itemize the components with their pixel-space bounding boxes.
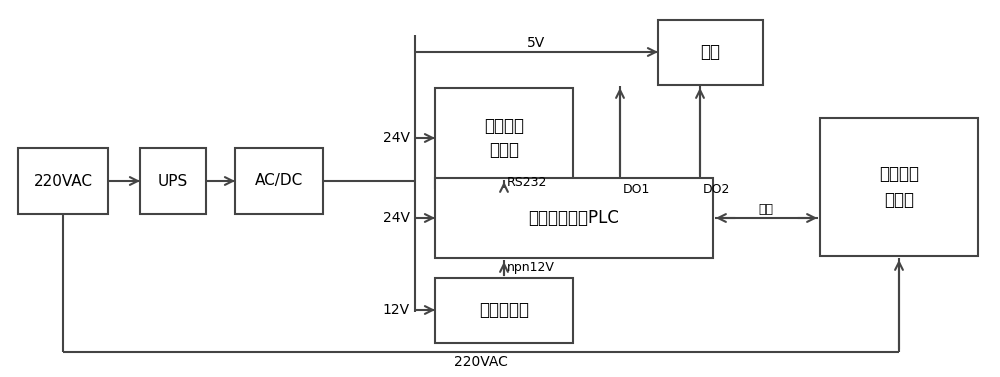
Bar xyxy=(435,278,573,343)
Text: 24V: 24V xyxy=(383,131,410,145)
Text: 可编程控制器PLC: 可编程控制器PLC xyxy=(529,209,619,227)
Bar xyxy=(235,148,323,214)
Text: 相机: 相机 xyxy=(700,43,720,61)
Bar xyxy=(820,118,978,256)
Text: AC/DC: AC/DC xyxy=(255,173,303,188)
Text: npn12V: npn12V xyxy=(507,262,555,274)
Text: 12V: 12V xyxy=(383,303,410,317)
Bar xyxy=(435,178,713,258)
Bar xyxy=(435,88,573,188)
Text: DO1: DO1 xyxy=(623,183,650,196)
Text: DO2: DO2 xyxy=(703,183,730,196)
Text: 24V: 24V xyxy=(383,211,410,225)
Text: 220VAC: 220VAC xyxy=(34,173,92,188)
Text: 220VAC: 220VAC xyxy=(454,355,508,369)
Text: RS232: RS232 xyxy=(507,176,547,190)
Bar xyxy=(18,148,108,214)
Text: 操作显示
控制器: 操作显示 控制器 xyxy=(879,166,919,208)
Bar xyxy=(658,20,763,85)
Text: 激光测距
传感器: 激光测距 传感器 xyxy=(484,116,524,159)
Text: UPS: UPS xyxy=(158,173,188,188)
Bar xyxy=(140,148,206,214)
Text: 计长传感器: 计长传感器 xyxy=(479,302,529,319)
Text: 网口: 网口 xyxy=(759,203,774,216)
Text: 5V: 5V xyxy=(527,36,545,50)
